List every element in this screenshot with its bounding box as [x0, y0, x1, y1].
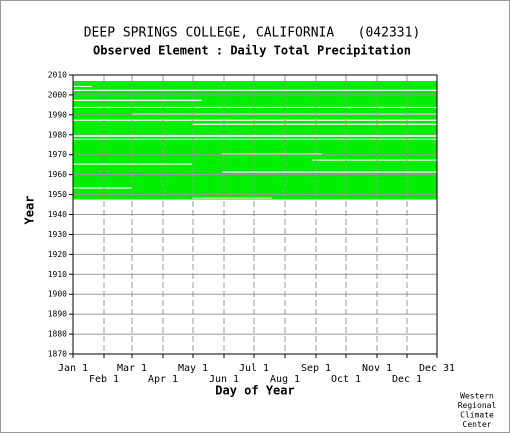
credit: Regional — [458, 401, 497, 410]
y-tick-label: 1880 — [48, 330, 67, 339]
missing-gap — [73, 187, 132, 189]
y-tick-label: 1960 — [48, 170, 67, 179]
x-tick-label: Jul 1 — [239, 363, 269, 374]
y-tick-label: 1900 — [48, 290, 67, 299]
y-tick-label: 1920 — [48, 250, 67, 259]
y-axis-label: Year — [23, 196, 37, 225]
x-tick-label: Aug 1 — [270, 374, 300, 385]
x-tick-label: Apr 1 — [148, 374, 178, 385]
x-tick-label: Sep 1 — [301, 363, 331, 374]
missing-gap — [222, 171, 437, 173]
credit: Climate — [460, 411, 494, 420]
observed-block — [73, 80, 437, 200]
y-tick-label: 1890 — [48, 310, 67, 319]
y-tick-label: 1910 — [48, 270, 67, 279]
x-tick-label: May 1 — [178, 363, 208, 374]
missing-gap — [222, 153, 322, 155]
credit: Center — [463, 420, 492, 429]
missing-gap — [192, 123, 437, 125]
missing-gap — [73, 99, 202, 101]
chart-subtitle: Observed Element : Daily Total Precipita… — [93, 44, 411, 58]
x-tick-label: Dec 31 — [419, 363, 455, 374]
x-tick-label: Jun 1 — [209, 374, 239, 385]
y-tick-label: 1970 — [48, 150, 67, 159]
x-tick-label: Mar 1 — [117, 363, 147, 374]
missing-gap — [73, 138, 437, 140]
y-tick-label: 1870 — [48, 350, 67, 359]
plot-border — [72, 74, 438, 355]
y-tick-label: 1940 — [48, 210, 67, 219]
y-tick-label: 1950 — [48, 190, 67, 199]
x-tick-label: Oct 1 — [331, 374, 361, 385]
missing-gap — [73, 85, 92, 87]
x-tick-label: Nov 1 — [362, 363, 392, 374]
x-tick-label: Dec 1 — [392, 374, 422, 385]
missing-gap — [73, 106, 437, 108]
credit: Western — [460, 392, 494, 401]
y-tick-label: 1980 — [48, 130, 67, 139]
x-axis-label: Day of Year — [215, 384, 294, 398]
missing-gap — [192, 197, 272, 199]
x-tick-label: Jan 1 — [58, 363, 88, 374]
missing-gap — [73, 119, 437, 121]
y-tick-label: 2010 — [48, 71, 67, 80]
y-tick-label: 1990 — [48, 110, 67, 119]
missing-gap — [73, 163, 192, 165]
missing-gap — [73, 89, 437, 91]
missing-gap — [312, 159, 437, 161]
y-tick-label: 2000 — [48, 90, 67, 99]
y-tick-label: 1930 — [48, 230, 67, 239]
chart-title: DEEP SPRINGS COLLEGE, CALIFORNIA (042331… — [84, 26, 421, 41]
x-tick-label: Feb 1 — [89, 374, 119, 385]
missing-gap — [73, 135, 437, 137]
